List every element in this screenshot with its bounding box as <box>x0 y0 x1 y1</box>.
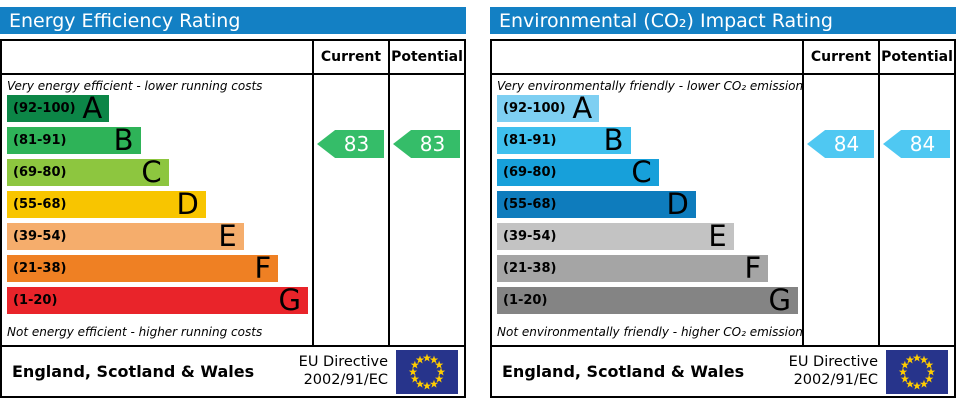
band-letter: B <box>113 123 134 157</box>
panel-title: Environmental (CO₂) Impact Rating <box>499 9 833 32</box>
band-letter: E <box>218 219 237 253</box>
current-value-column: 84 <box>802 75 878 345</box>
band-a: (92-100) A <box>7 91 110 125</box>
panel-title-bar: Energy Efficiency Rating <box>0 7 466 34</box>
band-list: (92-100) A (81-91) B (69-80) C (55-68) D <box>7 91 312 319</box>
band-range: (21-38) <box>13 261 67 276</box>
potential-column-header: Potential <box>878 41 954 75</box>
band-f: (21-38) F <box>7 251 279 285</box>
potential-rating-arrow: 84 <box>883 130 950 158</box>
band-range: (39-54) <box>13 229 67 244</box>
region-label: England, Scotland & Wales <box>12 362 255 381</box>
panel-title-bar: Environmental (CO₂) Impact Rating <box>490 7 956 34</box>
environmental-impact-panel: Environmental (CO₂) Impact Rating Curren… <box>490 0 956 398</box>
band-g: (1-20) G <box>7 283 309 317</box>
band-b: (81-91) B <box>497 123 631 157</box>
band-c: (69-80) C <box>7 155 169 189</box>
potential-value-column: 84 <box>878 75 954 345</box>
band-range: (69-80) <box>503 165 557 180</box>
top-note: Very environmentally friendly - lower CO… <box>497 79 802 93</box>
band-b: (81-91) B <box>7 123 141 157</box>
header-spacer-cell <box>2 41 312 75</box>
current-column-header: Current <box>312 41 388 75</box>
current-rating-value: 83 <box>343 132 370 156</box>
band-letter: A <box>572 91 593 125</box>
band-letter: B <box>603 123 624 157</box>
band-g: (1-20) G <box>497 283 799 317</box>
top-note: Very energy efficient - lower running co… <box>7 79 263 93</box>
band-e: (39-54) E <box>497 219 734 253</box>
current-column-header: Current <box>802 41 878 75</box>
band-range: (81-91) <box>13 133 67 148</box>
eu-flag-icon <box>396 349 458 394</box>
rating-table: Current Potential Very energy efficient … <box>0 39 466 347</box>
band-letter: D <box>176 187 199 221</box>
band-range: (92-100) <box>503 101 566 116</box>
current-rating-arrow: 83 <box>317 130 384 158</box>
bottom-note: Not energy efficient - higher running co… <box>7 325 263 339</box>
band-letter: E <box>708 219 727 253</box>
band-range: (21-38) <box>503 261 557 276</box>
band-letter: D <box>666 187 689 221</box>
panel-footer: England, Scotland & Wales EU Directive 2… <box>490 345 956 398</box>
eu-directive-label: EU Directive 2002/91/EC <box>299 354 388 389</box>
potential-rating-arrow: 83 <box>393 130 460 158</box>
eu-directive-label: EU Directive 2002/91/EC <box>789 354 878 389</box>
band-list: (92-100) A (81-91) B (69-80) C (55-68) D <box>497 91 802 319</box>
band-range: (55-68) <box>503 197 557 212</box>
band-range: (39-54) <box>503 229 557 244</box>
current-rating-arrow: 84 <box>807 130 874 158</box>
band-range: (81-91) <box>503 133 557 148</box>
bands-column: Very environmentally friendly - lower CO… <box>492 75 802 345</box>
band-letter: C <box>141 155 162 189</box>
energy-efficiency-panel: Energy Efficiency Rating Current Potenti… <box>0 0 466 398</box>
current-rating-value: 84 <box>833 132 860 156</box>
panel-title: Energy Efficiency Rating <box>9 9 241 32</box>
current-value-column: 83 <box>312 75 388 345</box>
band-letter: A <box>82 91 103 125</box>
eu-directive-line2: 2002/91/EC <box>303 371 388 388</box>
potential-column-header: Potential <box>388 41 464 75</box>
band-e: (39-54) E <box>7 219 244 253</box>
potential-rating-value: 84 <box>909 132 936 156</box>
band-range: (92-100) <box>13 101 76 116</box>
band-range: (1-20) <box>503 293 548 308</box>
potential-value-column: 83 <box>388 75 464 345</box>
band-letter: G <box>768 283 792 317</box>
band-d: (55-68) D <box>7 187 206 221</box>
band-d: (55-68) D <box>497 187 696 221</box>
band-range: (1-20) <box>13 293 58 308</box>
band-letter: C <box>631 155 652 189</box>
band-f: (21-38) F <box>497 251 769 285</box>
rating-table: Current Potential Very environmentally f… <box>490 39 956 347</box>
panel-footer: England, Scotland & Wales EU Directive 2… <box>0 345 466 398</box>
band-range: (55-68) <box>13 197 67 212</box>
band-letter: G <box>278 283 302 317</box>
band-letter: F <box>744 251 762 285</box>
header-spacer-cell <box>492 41 802 75</box>
bottom-note: Not environmentally friendly - higher CO… <box>497 325 802 339</box>
eu-flag-icon <box>886 349 948 394</box>
band-range: (69-80) <box>13 165 67 180</box>
eu-directive-line2: 2002/91/EC <box>793 371 878 388</box>
eu-directive-line1: EU Directive <box>298 354 388 371</box>
band-letter: F <box>254 251 272 285</box>
eu-directive-line1: EU Directive <box>788 354 878 371</box>
bands-column: Very energy efficient - lower running co… <box>2 75 312 345</box>
band-a: (92-100) A <box>497 91 600 125</box>
band-c: (69-80) C <box>497 155 659 189</box>
region-label: England, Scotland & Wales <box>502 362 745 381</box>
potential-rating-value: 83 <box>419 132 446 156</box>
